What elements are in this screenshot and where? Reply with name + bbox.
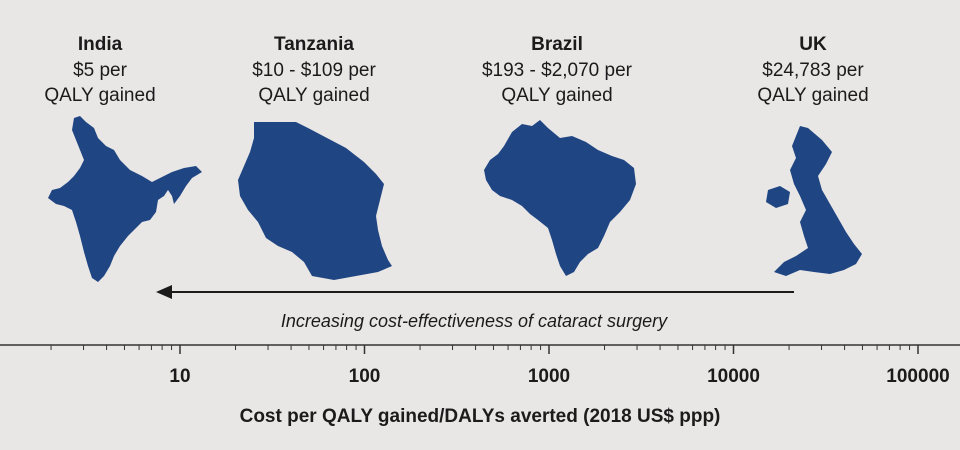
uk-cost: $24,783 per xyxy=(762,60,864,81)
uk-map xyxy=(774,126,862,276)
arrow-head xyxy=(156,285,172,299)
arrow-label: Increasing cost-effectiveness of catarac… xyxy=(281,311,668,331)
country-labels: India $5 per QALY gained Tanzania $10 - $109… xyxy=(44,34,868,106)
tanzania-name: Tanzania xyxy=(274,34,354,55)
tanzania-label-group: Tanzania $10 - $109 per QALY gained xyxy=(252,34,376,106)
brazil-name: Brazil xyxy=(531,34,583,55)
uk-label-group: UK $24,783 per QALY gained xyxy=(757,34,868,106)
india-cost: $5 per xyxy=(73,60,128,81)
india-name: India xyxy=(78,34,123,55)
x-axis-tick-label: 100 xyxy=(349,366,381,387)
india-label-group: India $5 per QALY gained xyxy=(44,34,155,106)
tanzania-map xyxy=(238,122,392,280)
x-axis-tick-label: 100000 xyxy=(886,366,949,387)
northern-ireland-map xyxy=(766,186,790,208)
india-cost-unit: QALY gained xyxy=(44,85,155,106)
x-axis-tick-label: 10000 xyxy=(707,366,760,387)
country-maps xyxy=(48,116,862,282)
tanzania-cost: $10 - $109 per xyxy=(252,60,376,81)
brazil-map xyxy=(484,120,636,276)
india-map xyxy=(48,116,202,282)
brazil-cost: $193 - $2,070 per xyxy=(482,60,633,81)
cost-effectiveness-arrow: Increasing cost-effectiveness of catarac… xyxy=(156,285,794,331)
uk-cost-unit: QALY gained xyxy=(757,85,868,106)
x-axis-minor-ticks xyxy=(50,345,911,350)
tanzania-cost-unit: QALY gained xyxy=(258,85,369,106)
brazil-cost-unit: QALY gained xyxy=(501,85,612,106)
brazil-label-group: Brazil $193 - $2,070 per QALY gained xyxy=(482,34,633,106)
x-axis: 10 100 1000 10000 100000 Cost per QALY gaine… xyxy=(0,344,960,427)
x-axis-tick-label: 10 xyxy=(169,366,190,387)
x-axis-tick-labels: 10 100 1000 10000 100000 xyxy=(169,366,949,387)
x-axis-major-ticks xyxy=(179,345,919,354)
uk-name: UK xyxy=(799,34,827,55)
x-axis-tick-label: 1000 xyxy=(528,366,570,387)
x-axis-title: Cost per QALY gained/DALYs averted (2018… xyxy=(240,406,721,427)
